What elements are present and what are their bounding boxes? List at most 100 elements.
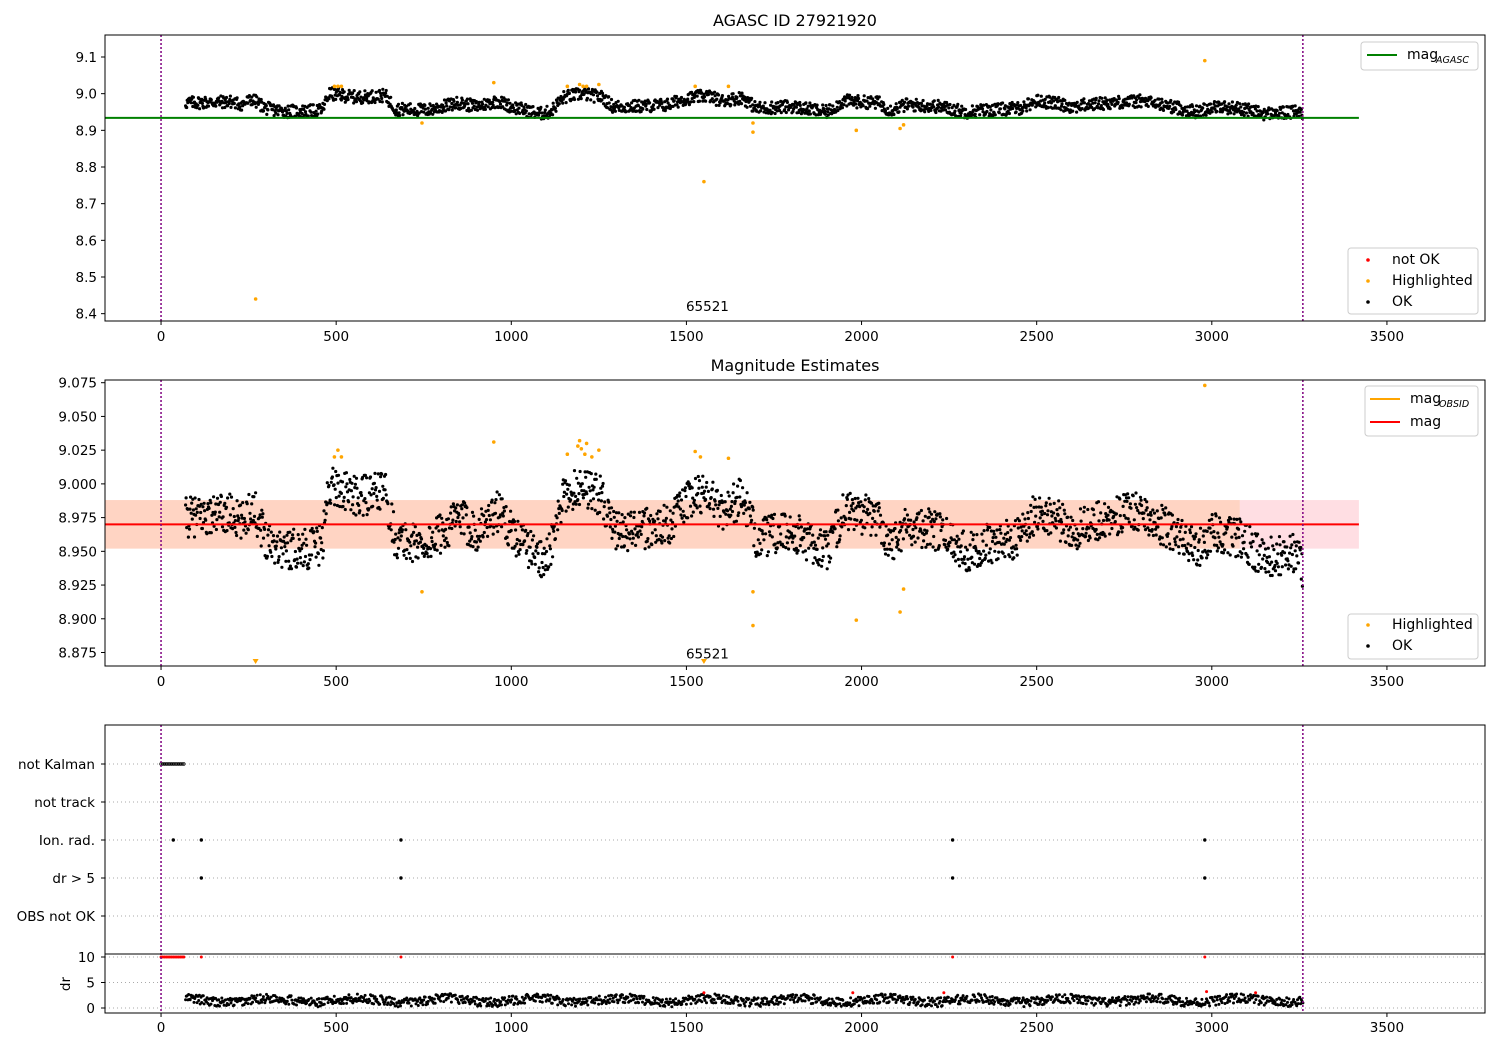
ok-point [190, 517, 194, 521]
dr-point [514, 995, 518, 999]
ok-point [297, 546, 301, 551]
ok-point [501, 514, 505, 518]
ok-point [833, 527, 837, 531]
highlighted-point [336, 448, 340, 452]
ok-point [825, 544, 829, 548]
dr-point [484, 997, 488, 1001]
y-tick-label: 8.8 [76, 160, 97, 176]
ok-point [408, 102, 412, 106]
ok-point [589, 472, 593, 476]
ok-point [815, 547, 819, 552]
ok-point [788, 515, 792, 519]
ok-point [219, 494, 223, 499]
ok-point [1008, 536, 1013, 540]
ok-point [526, 531, 530, 536]
y-tick-label: 8.925 [58, 578, 97, 594]
flag-point [950, 838, 955, 842]
dr-point [728, 1002, 732, 1005]
ok-point [1297, 540, 1301, 544]
ok-point [359, 491, 363, 495]
ok-point [1202, 540, 1206, 545]
ok-point [288, 530, 292, 534]
ok-point [1049, 101, 1053, 105]
ok-point [1075, 527, 1079, 531]
highlighted-point [854, 618, 859, 622]
ok-point [855, 106, 859, 110]
ok-point [654, 540, 658, 544]
dr-point [632, 997, 636, 1001]
ok-point [283, 545, 287, 549]
ok-point [979, 552, 983, 556]
ok-point [733, 103, 737, 107]
ok-point [697, 479, 702, 483]
ok-point [771, 516, 775, 521]
ok-point [1122, 513, 1126, 518]
ok-point [590, 507, 594, 511]
ok-point [1113, 520, 1117, 524]
dr-point [773, 995, 777, 999]
ok-point [823, 537, 828, 541]
ok-point [821, 546, 825, 550]
ok-point [203, 509, 207, 513]
x-tick-label: 3000 [1195, 329, 1229, 345]
ok-point [500, 525, 504, 529]
ok-point [1270, 573, 1274, 578]
ok-point [1001, 101, 1005, 105]
ok-point [960, 104, 964, 108]
y-tick-label: 9.000 [58, 477, 97, 493]
ok-point [1224, 531, 1228, 535]
ok-point [595, 94, 600, 98]
y-tick-label: 8.900 [58, 612, 97, 628]
dr-point [443, 992, 447, 996]
ok-point [1061, 531, 1065, 535]
ok-point [921, 519, 925, 523]
ok-point [559, 520, 563, 525]
ok-point [396, 102, 401, 106]
ok-point [1160, 536, 1164, 540]
ok-point [982, 103, 986, 107]
ok-point [836, 108, 840, 113]
ok-point [1020, 535, 1024, 539]
ok-point [941, 108, 945, 112]
ok-point [515, 542, 519, 546]
ok-point [426, 106, 430, 110]
ok-point [1141, 517, 1145, 521]
ok-point [982, 529, 986, 533]
ok-point [714, 503, 718, 507]
ok-point [931, 545, 935, 549]
ok-point [469, 537, 473, 541]
ok-point [514, 554, 518, 558]
ok-point [1099, 511, 1103, 515]
ok-point [1223, 100, 1227, 104]
ok-point [1234, 536, 1238, 540]
ok-point [504, 505, 508, 509]
dr-point [536, 993, 540, 996]
x-tick-label: 2500 [1019, 674, 1053, 690]
ok-point [541, 565, 545, 570]
highlighted-point [336, 84, 340, 89]
ok-point [1070, 543, 1074, 548]
ok-point [400, 106, 404, 110]
ok-point [1053, 516, 1057, 521]
ok-point [271, 108, 275, 112]
ok-point [455, 100, 459, 104]
ok-point [1117, 530, 1121, 534]
dr-point [545, 998, 549, 1002]
dr-point [660, 1000, 664, 1004]
ok-point [440, 516, 444, 520]
ok-point [594, 477, 598, 481]
dr-point [423, 995, 427, 999]
dr-point [801, 999, 805, 1003]
dr-point [653, 999, 657, 1002]
dr-point [507, 995, 511, 998]
ok-point [217, 502, 221, 507]
dr-point [354, 997, 358, 1001]
ok-point [405, 548, 409, 552]
ok-point [341, 504, 345, 509]
highlighted-point [898, 610, 902, 614]
ok-point [684, 494, 688, 499]
highlighted-point [751, 121, 755, 125]
dr-point [584, 997, 587, 1001]
ok-point [1286, 567, 1290, 571]
dr-point [463, 1001, 467, 1004]
